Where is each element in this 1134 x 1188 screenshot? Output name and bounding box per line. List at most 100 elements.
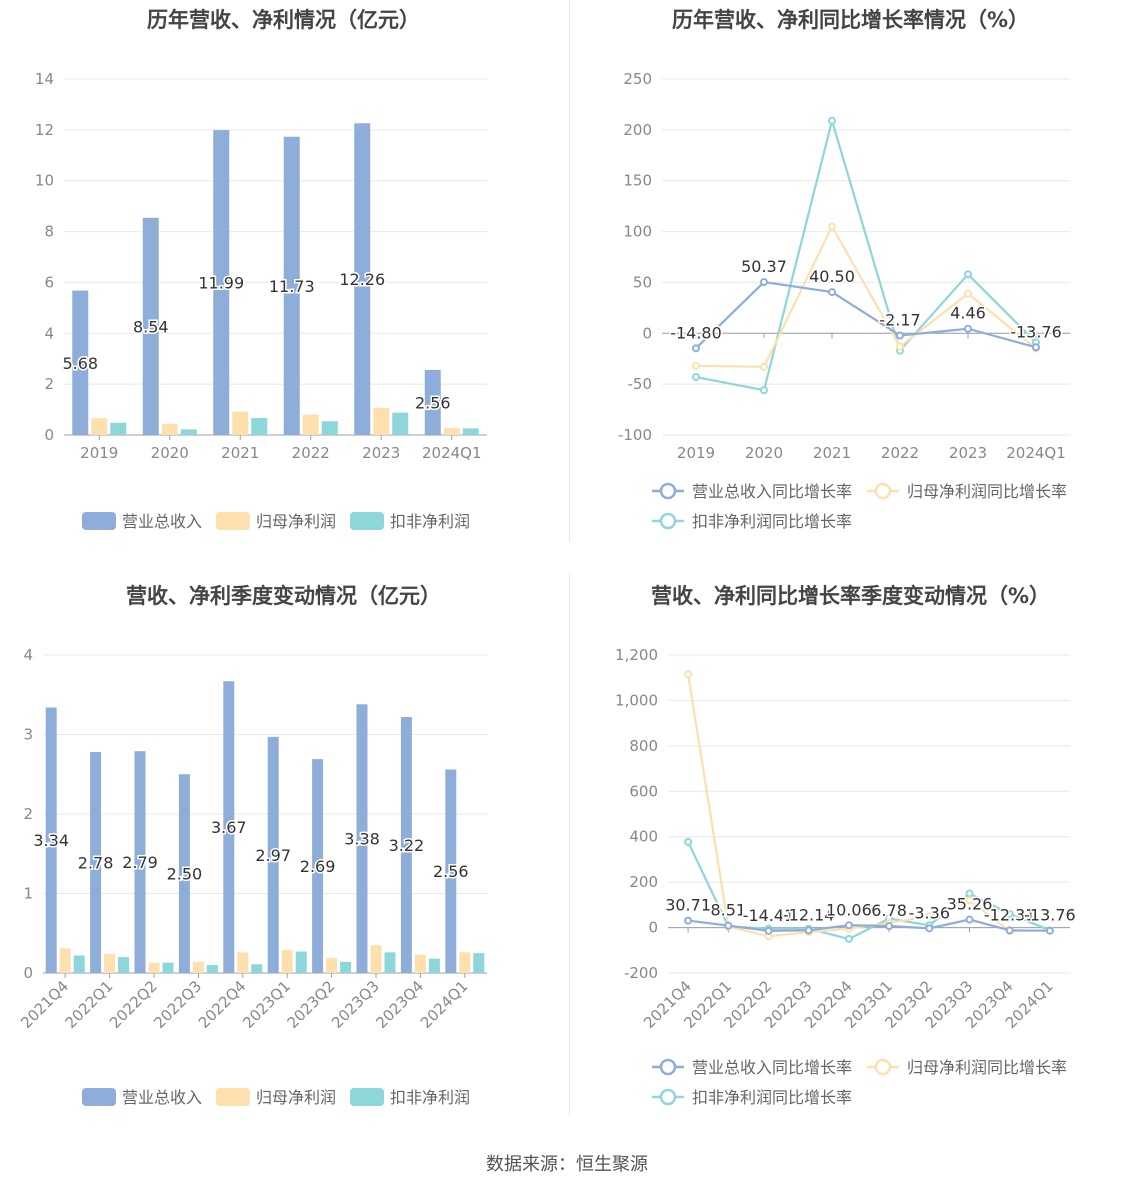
- x-tick-label: 2022Q1: [62, 977, 117, 1032]
- y-tick-label: 1,000: [615, 691, 658, 709]
- bar-net_profit: [281, 949, 293, 973]
- line-data-label: -12.31: [984, 905, 1036, 924]
- y-tick-label: 3: [23, 726, 33, 744]
- bar-deducted_profit: [118, 957, 130, 973]
- bar-deducted_profit: [162, 962, 174, 973]
- legend-swatch: [350, 1088, 384, 1106]
- legend-label: 扣非净利润同比增长率: [692, 1088, 852, 1107]
- bar-revenue: [354, 123, 371, 435]
- legend-label: 营业总收入同比增长率: [692, 1058, 852, 1077]
- bar-data-label: 8.54: [133, 317, 169, 336]
- annual-revenue-profit-chart: 历年营收、净利情况（亿元） 0 2 4 6 8 10 12 14 2019 2020 2021 202…: [0, 0, 567, 560]
- bar-deducted_profit: [462, 428, 479, 435]
- series-point-deducted_profit: [828, 116, 836, 125]
- series-point-revenue: [1005, 926, 1014, 935]
- x-tick-label: 2020: [151, 444, 189, 462]
- bar-data-label: 2.56: [415, 393, 451, 412]
- series-line-deducted_profit: [695, 116, 1037, 392]
- x-tick-label: 2021Q4: [17, 977, 72, 1032]
- bar-data-label: 3.67: [211, 818, 247, 837]
- legend-label: 扣非净利润同比增长率: [692, 512, 852, 531]
- legend-item: 归母净利润: [216, 512, 336, 531]
- x-tick-label: 2023Q3: [328, 977, 383, 1032]
- series-point-revenue: [965, 915, 974, 924]
- bar-revenue: [312, 759, 324, 973]
- bar-deducted_profit: [295, 951, 307, 973]
- bar-net_profit: [302, 414, 319, 435]
- y-tick-label: 200: [629, 873, 658, 891]
- x-tick-label: 2021: [813, 444, 851, 462]
- series-point-revenue: [1032, 343, 1040, 352]
- legend-swatch: [82, 512, 116, 530]
- legend-label: 归母净利润: [256, 512, 336, 531]
- series-point-revenue: [692, 344, 700, 353]
- bar-net_profit: [104, 953, 116, 973]
- quarterly-growth-rate-chart: 营收、净利同比增长率季度变动情况（%） -200 0 200 400 600 800 1,0…: [567, 576, 1134, 1136]
- bar-data-label: 2.97: [255, 846, 291, 865]
- series-line-net_profit: [695, 224, 1037, 368]
- bar-data-label: 3.38: [344, 830, 380, 849]
- bar-net_profit: [414, 954, 426, 973]
- bar-deducted_profit: [206, 965, 218, 973]
- legend-item: 营业总收入: [82, 1088, 202, 1107]
- bar-deducted_profit: [428, 958, 440, 973]
- legend-marker: [659, 1088, 677, 1106]
- y-tick-label: 1: [23, 885, 33, 903]
- x-tick-label: 2022Q2: [106, 977, 161, 1032]
- series-point-deducted_profit: [964, 270, 972, 279]
- y-tick-label: 0: [642, 324, 652, 342]
- legend-swatch: [216, 1088, 250, 1106]
- bar-deducted_profit: [384, 952, 396, 973]
- bar-deducted_profit: [73, 955, 85, 973]
- bar-net_profit: [373, 407, 390, 435]
- y-tick-label: 2: [23, 805, 33, 823]
- bar-net_profit: [161, 423, 178, 435]
- line-data-label: -2.17: [879, 310, 920, 329]
- legend-marker: [659, 482, 677, 500]
- y-tick-label: 400: [629, 828, 658, 846]
- chart-title: 历年营收、净利情况（亿元）: [147, 8, 420, 32]
- series-point-deducted_profit: [844, 934, 853, 943]
- bar-revenue: [178, 774, 190, 973]
- bar-data-label: 12.26: [339, 270, 385, 289]
- line-data-label: -13.76: [1010, 322, 1062, 341]
- line-data-label: -3.36: [909, 903, 950, 922]
- legend-label: 营业总收入: [122, 512, 202, 531]
- bar-data-label: 2.56: [433, 862, 469, 881]
- legend-label: 营业总收入同比增长率: [692, 482, 852, 501]
- bar-net_profit: [148, 962, 160, 973]
- legend-label: 归母净利润同比增长率: [907, 1058, 1067, 1077]
- bar-revenue: [356, 704, 368, 973]
- series-point-revenue: [844, 921, 853, 930]
- legend-item: 归母净利润: [216, 1088, 336, 1107]
- series-point-revenue: [760, 278, 768, 287]
- line-data-label: 8.51: [710, 901, 746, 920]
- x-tick-label: 2024Q1: [1006, 444, 1066, 462]
- y-tick-label: 10: [35, 172, 54, 190]
- x-tick-label: 2024Q1: [422, 444, 482, 462]
- legend-item: 营业总收入同比增长率: [652, 1058, 852, 1077]
- y-tick-label: 4: [23, 646, 33, 664]
- y-tick-label: 6: [44, 273, 54, 291]
- x-tick-label: 2020: [745, 444, 783, 462]
- series-point-net_profit: [692, 361, 700, 370]
- series-point-revenue: [885, 922, 894, 931]
- bar-revenue: [400, 717, 412, 973]
- line-data-label: -13.76: [1024, 906, 1076, 925]
- series-point-revenue: [724, 921, 733, 930]
- series-point-net_profit: [828, 222, 836, 231]
- line-data-label: 40.50: [809, 267, 855, 286]
- y-tick-label: 0: [44, 426, 54, 444]
- legend-item: 扣非净利润: [350, 512, 470, 531]
- quarterly-revenue-profit-chart: 营收、净利季度变动情况（亿元） 0 1 2 3 4 2021Q4 2022Q1 2022Q2 2…: [0, 576, 567, 1136]
- legend-marker: [659, 1058, 677, 1076]
- bar-data-label: 3.22: [389, 836, 425, 855]
- legend-label: 归母净利润: [256, 1088, 336, 1107]
- y-tick-label: 600: [629, 782, 658, 800]
- bar-net_profit: [443, 428, 460, 435]
- bar-revenue: [213, 130, 230, 435]
- line-data-label: 35.26: [947, 895, 993, 914]
- bar-net_profit: [326, 957, 338, 973]
- series-point-net_profit: [965, 896, 974, 905]
- legend-marker: [659, 512, 677, 530]
